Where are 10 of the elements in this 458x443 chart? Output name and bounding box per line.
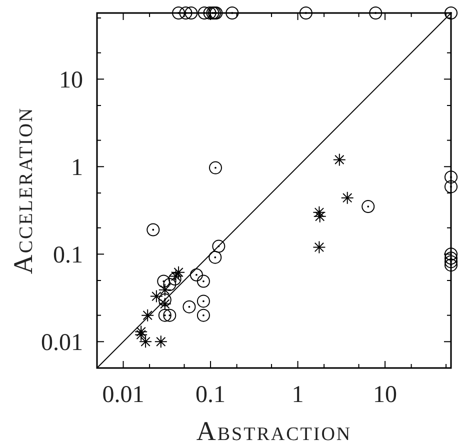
y-axis-title: Acceleration	[8, 106, 38, 274]
x-tick-label: 1	[292, 382, 304, 408]
y-tick-label: 0.1	[53, 242, 83, 269]
y-tick-label: 10	[59, 68, 83, 94]
x-tick-label: 0.1	[196, 382, 226, 408]
x-tick-label: 0.01	[102, 382, 144, 408]
x-axis-title: Abstraction	[196, 416, 352, 443]
x-tick-label: 10	[373, 382, 398, 408]
y-tick-label: 0.01	[41, 330, 83, 356]
y-tick-label: 1	[71, 155, 83, 182]
